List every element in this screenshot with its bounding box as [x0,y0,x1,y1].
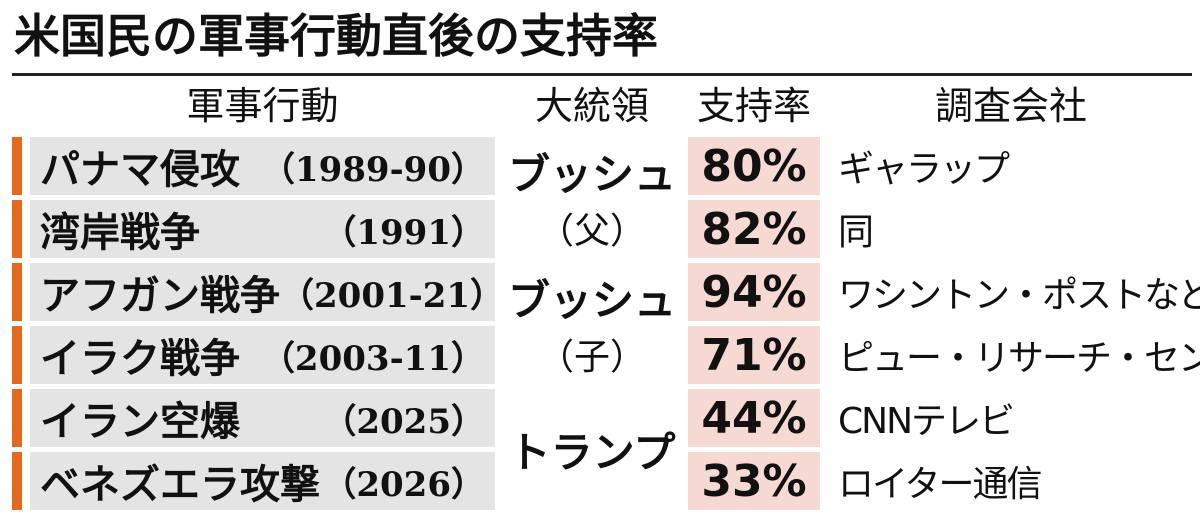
president-cell: ブッシュ （父） [497,137,687,258]
title: 米国民の軍事行動直後の支持率 [14,9,658,63]
pollster: 同 [838,212,874,253]
action-cell: アフガン戦争 （2001-21） [30,263,504,321]
pollster: CNNテレビ [838,401,1015,442]
header-cell: 大統領 [534,84,649,128]
approval: 71% [688,326,820,384]
president-name: ブッシュ [507,276,676,325]
row-marker [12,326,22,384]
approval: 80% [688,137,820,195]
row-marker [12,137,22,195]
president-note: （父） [537,211,646,252]
period: （2025） [322,401,485,442]
pollster: ギャラップ [838,149,1010,190]
approval: 33% [688,452,820,510]
president-name: ブッシュ [507,150,676,199]
action-cell: イラク戦争 （2003-11） [30,326,495,384]
president-cell: ブッシュ （子） [497,263,687,384]
action: イラン空爆 [40,399,240,445]
period: （2001-21） [280,275,505,316]
action-cell: 湾岸戦争 （1991） [30,200,495,258]
action-cell: ベネズエラ攻撃 （2026） [30,452,495,510]
header-cell: 軍事行動 [186,84,339,128]
president-cell: トランプ [497,389,687,510]
period: （1989-90） [260,149,485,190]
approval: 44% [688,389,820,447]
president-note: （子） [537,337,646,378]
row-marker [12,200,22,258]
action-cell: パナマ侵攻 （1989-90） [30,137,495,195]
pollster: ロイター通信 [838,464,1043,505]
pollster: ワシントン・ポストなど [838,275,1200,316]
action: イラク戦争 [40,336,240,382]
action: アフガン戦争 [40,273,280,319]
row-marker [12,389,22,447]
approval: 94% [688,263,820,321]
period: （2003-11） [260,338,485,379]
president-name: トランプ [508,428,676,477]
row-marker [12,263,22,321]
row-marker [12,452,22,510]
title-rule [12,73,1192,76]
header-cell: 支持率 [696,84,811,128]
action: ベネズエラ攻撃 [40,462,320,508]
pollster: ピュー・リサーチ・センター [838,338,1200,379]
action-cell: イラン空爆 （2025） [30,389,495,447]
action: パナマ侵攻 [40,147,240,193]
action: 湾岸戦争 [40,210,200,256]
period: （1991） [322,212,485,253]
approval: 82% [688,200,820,258]
header-cell: 調査会社 [934,84,1087,128]
period: （2026） [322,464,485,505]
